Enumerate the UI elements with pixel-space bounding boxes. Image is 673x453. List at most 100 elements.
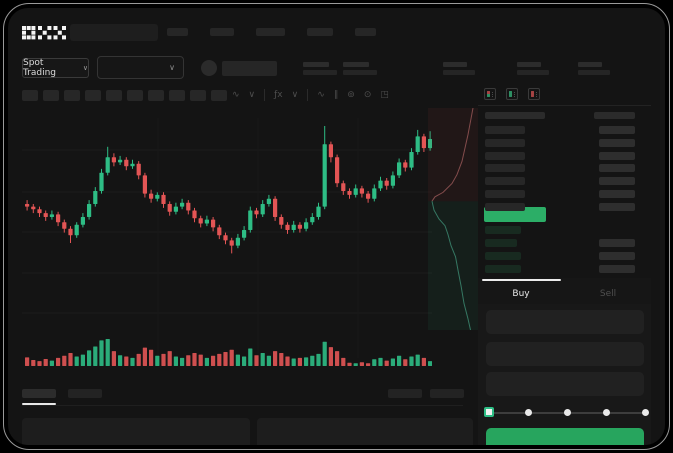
candle — [359, 188, 364, 194]
volume-bar — [80, 354, 85, 366]
chevron-down-icon[interactable]: ∨ — [248, 90, 256, 100]
volume-bar — [31, 360, 36, 366]
volume-bar — [161, 353, 166, 366]
pair-dropdown[interactable]: ∨ — [97, 56, 184, 79]
interval-button[interactable] — [190, 90, 206, 101]
orders-tab-active[interactable] — [22, 389, 56, 398]
candle — [372, 188, 377, 199]
candle — [49, 214, 54, 217]
ask-price[interactable] — [485, 190, 525, 198]
order-book-view-both[interactable] — [484, 88, 496, 100]
volume-bar — [366, 363, 371, 366]
slider-stop[interactable] — [641, 409, 649, 416]
fullscreen-icon[interactable]: ◳ — [380, 90, 389, 100]
slider-stop[interactable] — [563, 409, 571, 416]
chevron-down-icon[interactable]: ∨ — [291, 90, 299, 100]
candle — [124, 159, 129, 167]
divider — [22, 405, 463, 406]
depth-chart[interactable] — [428, 108, 478, 330]
interval-button[interactable] — [148, 90, 164, 101]
volume-bar — [180, 357, 185, 366]
search-input[interactable] — [70, 24, 158, 41]
line — [536, 93, 537, 95]
bid-amount — [599, 265, 635, 273]
tab-buy[interactable]: Buy — [512, 289, 530, 299]
ask-amount — [599, 126, 635, 134]
interval-button[interactable] — [127, 90, 143, 101]
total-input[interactable] — [486, 372, 644, 396]
snapshot-icon[interactable]: ⊚ — [347, 90, 355, 100]
ask-price[interactable] — [485, 126, 525, 134]
volume-bar — [142, 347, 147, 366]
order-book-view-bids[interactable] — [506, 88, 518, 100]
nav-item[interactable] — [167, 28, 188, 36]
candle — [229, 240, 234, 246]
nav-item[interactable] — [210, 28, 234, 36]
price-input[interactable] — [486, 310, 644, 334]
candle — [142, 175, 147, 194]
line — [492, 95, 493, 97]
ask-price[interactable] — [485, 164, 525, 173]
ask-price[interactable] — [485, 177, 525, 186]
interval-button[interactable] — [169, 90, 185, 101]
buy-button[interactable] — [486, 428, 644, 445]
interval-button[interactable] — [211, 90, 227, 101]
volume-bar — [62, 355, 67, 366]
nav-item[interactable] — [256, 28, 285, 36]
tab-sell[interactable]: Sell — [599, 289, 617, 299]
interval-button[interactable] — [64, 90, 80, 101]
volume-bar — [149, 349, 154, 366]
line — [514, 95, 515, 97]
order-book-view-asks[interactable] — [528, 88, 540, 100]
candle — [384, 180, 389, 186]
candle — [43, 213, 48, 217]
candle — [136, 163, 141, 176]
draw-tool-icon[interactable]: ∥ — [333, 90, 339, 100]
volume-bar — [87, 350, 92, 366]
interval-button[interactable] — [43, 90, 59, 101]
interval-button[interactable] — [22, 90, 38, 101]
slider-stop[interactable] — [602, 409, 610, 416]
indicators-icon[interactable]: ƒx — [274, 90, 283, 100]
line — [514, 93, 515, 95]
bid-price[interactable] — [485, 226, 521, 234]
nav-menu — [167, 28, 398, 36]
bid-price[interactable] — [485, 239, 517, 247]
ask-price[interactable] — [485, 138, 525, 147]
candle — [37, 209, 42, 214]
toggle-top — [487, 91, 490, 94]
nav-item[interactable] — [355, 28, 376, 36]
chart-style-icon[interactable]: ∿ — [232, 90, 240, 100]
interval-button[interactable] — [106, 90, 122, 101]
slider-handle[interactable] — [484, 407, 494, 417]
bid-amount — [599, 252, 635, 260]
interval-button[interactable] — [85, 90, 101, 101]
bid-price[interactable] — [485, 265, 521, 273]
bid-price[interactable] — [485, 252, 521, 260]
candle — [167, 204, 172, 212]
candle — [198, 218, 203, 224]
candle — [304, 222, 309, 229]
ask-price[interactable] — [485, 151, 525, 160]
volume-bar — [211, 355, 216, 366]
ask-price[interactable] — [485, 202, 525, 211]
slider-stop[interactable] — [524, 409, 532, 416]
orders-tab[interactable] — [68, 389, 102, 398]
candle — [266, 198, 271, 204]
orders-action-button[interactable] — [388, 389, 422, 398]
market-type-dropdown[interactable]: Spot Trading ∨ — [22, 58, 89, 78]
candle — [118, 159, 123, 163]
volume-bar — [384, 360, 389, 366]
candlestick-chart[interactable] — [22, 108, 432, 376]
volume-bar — [428, 361, 432, 366]
line-tool-icon[interactable]: ∿ — [317, 90, 325, 100]
candle — [56, 214, 61, 223]
candle — [186, 202, 191, 211]
volume-bar — [248, 348, 253, 366]
settings-icon[interactable]: ⊙ — [363, 90, 372, 100]
orders-action-button[interactable] — [430, 389, 464, 398]
amount-input[interactable] — [486, 342, 644, 366]
stat-label — [443, 62, 467, 67]
nav-item[interactable] — [307, 28, 333, 36]
